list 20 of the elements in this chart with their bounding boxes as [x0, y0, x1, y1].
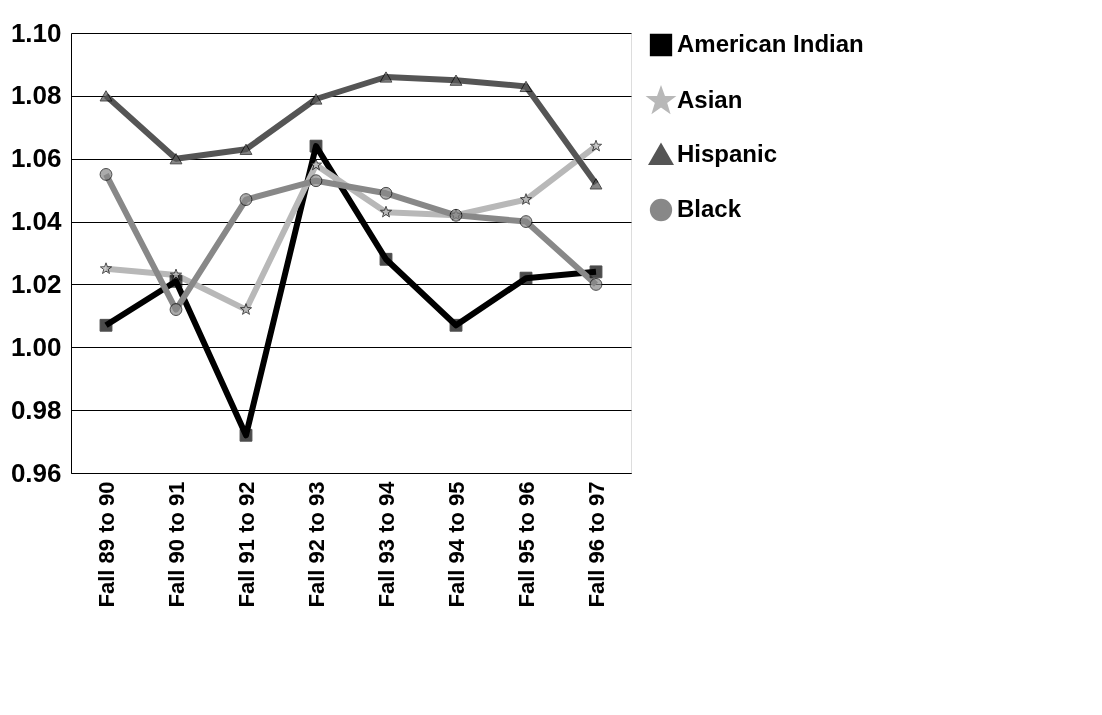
y-tick-label: 1.04	[10, 206, 63, 237]
x-tick-label: Fall 92 to 93	[303, 481, 329, 608]
x-tick-label: Fall 96 to 97	[583, 481, 609, 608]
y-tick-label: 1.06	[10, 143, 62, 174]
x-tick-label: Fall 89 to 90	[93, 481, 119, 608]
legend-label: American Indian	[677, 30, 864, 57]
x-tick-label: Fall 93 to 94	[373, 480, 399, 608]
x-tick-label: Fall 91 to 92	[233, 481, 259, 608]
y-tick-label: 1.02	[10, 268, 62, 299]
y-tick-label: 1.00	[10, 331, 62, 362]
y-tick-label: 1.10	[10, 17, 62, 48]
y-tick-label: 0.98	[10, 394, 62, 425]
x-tick-label: Fall 90 to 91	[163, 481, 189, 608]
legend-label: Asian	[677, 86, 743, 113]
x-tick-label: Fall 94 to 95	[443, 481, 469, 608]
legend-label: Hispanic	[677, 140, 778, 167]
y-tick-label: 1.08	[10, 80, 62, 111]
x-tick-label: Fall 95 to 96	[513, 481, 539, 608]
legend-label: Black	[677, 195, 742, 222]
y-tick-label: 0.96	[10, 457, 62, 488]
